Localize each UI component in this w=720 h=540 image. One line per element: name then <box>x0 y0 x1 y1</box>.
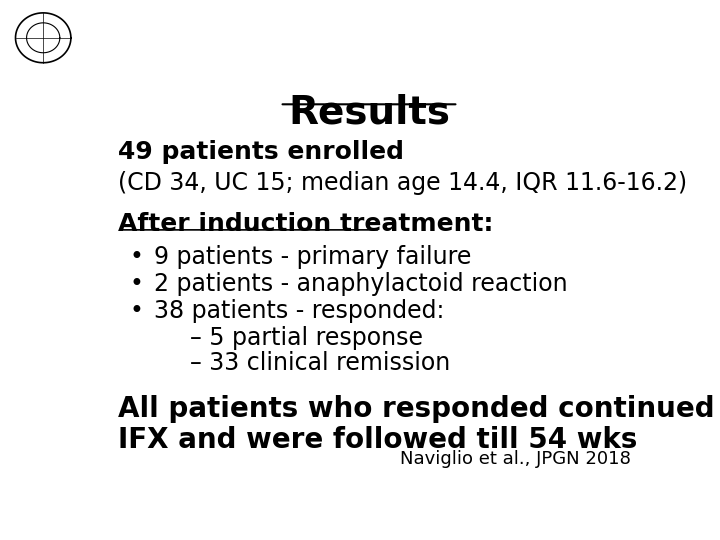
Text: – 5 partial response: – 5 partial response <box>190 326 423 350</box>
Text: 9 patients - primary failure: 9 patients - primary failure <box>154 245 472 269</box>
Text: •: • <box>129 245 143 269</box>
Text: Naviglio et al., JPGN 2018: Naviglio et al., JPGN 2018 <box>400 450 631 468</box>
Text: 49 patients enrolled: 49 patients enrolled <box>118 140 404 164</box>
Text: •: • <box>129 272 143 296</box>
Text: Results: Results <box>288 94 450 132</box>
Text: IFX and were followed till 54 wks: IFX and were followed till 54 wks <box>118 426 637 454</box>
Text: 38 patients - responded:: 38 patients - responded: <box>154 299 444 323</box>
Text: – 33 clinical remission: – 33 clinical remission <box>190 351 451 375</box>
Text: •: • <box>129 299 143 323</box>
Text: 2 patients - anaphylactoid reaction: 2 patients - anaphylactoid reaction <box>154 272 568 296</box>
Text: (CD 34, UC 15; median age 14.4, IQR 11.6-16.2): (CD 34, UC 15; median age 14.4, IQR 11.6… <box>118 171 687 195</box>
Text: After induction treatment:: After induction treatment: <box>118 212 493 237</box>
Text: All patients who responded continued therapy with: All patients who responded continued the… <box>118 395 720 422</box>
